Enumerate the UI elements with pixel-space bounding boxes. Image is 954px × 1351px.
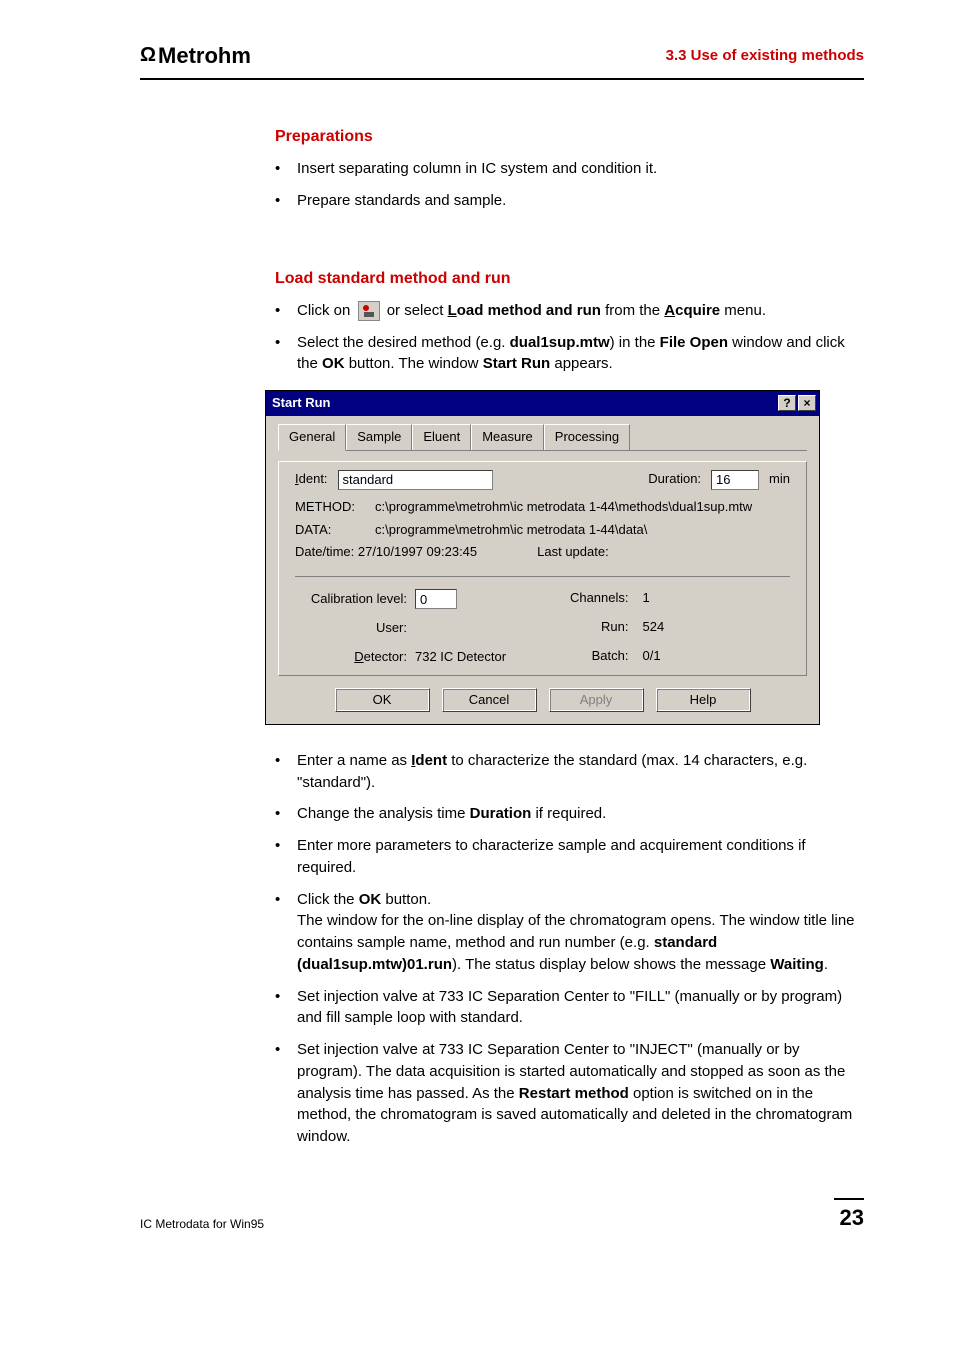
tab-processing[interactable]: Processing: [544, 424, 630, 450]
detector-label: Detector:: [295, 648, 415, 667]
method-label: METHOD:: [295, 498, 375, 517]
apply-button[interactable]: Apply: [549, 688, 644, 712]
button-name: OK: [359, 891, 382, 908]
list-item: Enter a name as Ident to characterize th…: [275, 750, 864, 794]
text: Enter a name as: [297, 752, 411, 769]
text: Click on: [297, 302, 355, 319]
button-name: OK: [322, 355, 345, 372]
data-label: DATA:: [295, 521, 375, 540]
last-update-label: Last update:: [537, 543, 609, 562]
help-button[interactable]: Help: [656, 688, 751, 712]
run-label: Run:: [563, 618, 643, 637]
page-footer: IC Metrodata for Win95 23: [140, 1198, 864, 1234]
text: menu.: [720, 302, 766, 319]
tab-sample[interactable]: Sample: [346, 424, 412, 450]
text: appears.: [550, 355, 613, 372]
user-label: User:: [295, 619, 415, 638]
list-item: Set injection valve at 733 IC Separation…: [275, 1039, 864, 1148]
list-item: Change the analysis time Duration if req…: [275, 803, 864, 825]
logo: ΩMetrohm: [140, 40, 251, 72]
duration-input[interactable]: [711, 470, 759, 490]
list-item: Click the OK button. The window for the …: [275, 889, 864, 976]
filename: dual1sup.mtw: [510, 334, 610, 351]
menu-text: cquire: [675, 302, 720, 319]
data-path: c:\programme\metrohm\ic metrodata 1-44\d…: [375, 521, 647, 540]
load-method-heading: Load standard method and run: [275, 267, 864, 290]
footer-text: IC Metrodata for Win95: [140, 1216, 264, 1233]
text: The window for the on-line display of th…: [297, 912, 855, 951]
batch-value: 0/1: [643, 647, 661, 666]
text: or select: [383, 302, 448, 319]
tab-general[interactable]: General: [278, 424, 346, 451]
text: button. The window: [345, 355, 483, 372]
text: button.: [381, 891, 431, 908]
preparations-list: Insert separating column in IC system an…: [275, 158, 864, 212]
ident-label: Ident:: [295, 470, 328, 489]
duration-unit: min: [769, 470, 790, 489]
text: Change the analysis time: [297, 805, 470, 822]
datetime-value: 27/10/1997 09:23:45: [358, 544, 477, 559]
channels-value: 1: [643, 589, 650, 608]
list-item: Click on or select Load method and run f…: [275, 300, 864, 322]
method-path: c:\programme\metrohm\ic metrodata 1-44\m…: [375, 498, 752, 517]
logo-omega-icon: Ω: [140, 41, 156, 70]
list-item: Enter more parameters to characterize sa…: [275, 835, 864, 879]
text: from the: [601, 302, 664, 319]
dialog-title: Start Run: [272, 394, 331, 413]
datetime-label: Date/time:: [295, 544, 358, 559]
menu-item-text: oad method and run: [457, 302, 601, 319]
channels-label: Channels:: [563, 589, 643, 608]
text: .: [824, 956, 828, 973]
help-button[interactable]: ?: [778, 395, 796, 411]
detector-value: 732 IC Detector: [415, 648, 506, 667]
list-item: Set injection valve at 733 IC Separation…: [275, 986, 864, 1030]
list-item: Prepare standards and sample.: [275, 190, 864, 212]
list-item: Select the desired method (e.g. dual1sup…: [275, 332, 864, 376]
tabs: General Sample Eluent Measure Processing: [278, 424, 807, 451]
section-ref: 3.3 Use of existing methods: [666, 45, 864, 67]
calib-label: Calibration level:: [295, 590, 415, 609]
tab-eluent[interactable]: Eluent: [412, 424, 471, 450]
text: if required.: [531, 805, 606, 822]
text: Select the desired method (e.g.: [297, 334, 510, 351]
after-dialog-list: Enter a name as Ident to characterize th…: [275, 750, 864, 1148]
load-run-toolbar-icon: [358, 301, 380, 321]
load-method-list: Click on or select Load method and run f…: [275, 300, 864, 375]
page-header: ΩMetrohm 3.3 Use of existing methods: [140, 40, 864, 80]
batch-label: Batch:: [563, 647, 643, 666]
list-item: Insert separating column in IC system an…: [275, 158, 864, 180]
status-name: Waiting: [770, 956, 824, 973]
tab-measure[interactable]: Measure: [471, 424, 544, 450]
close-button[interactable]: ×: [798, 395, 816, 411]
option-name: Restart method: [519, 1085, 629, 1102]
dialog-titlebar: Start Run ? ×: [266, 391, 819, 416]
run-value: 524: [643, 618, 665, 637]
ident-input[interactable]: [338, 470, 493, 490]
window-name: Start Run: [483, 355, 551, 372]
text: Click the: [297, 891, 359, 908]
text: ) in the: [610, 334, 660, 351]
calib-level-input[interactable]: [415, 589, 457, 609]
field-name: Duration: [470, 805, 532, 822]
window-name: File Open: [660, 334, 728, 351]
general-panel: Ident: Duration: min METHOD:c:\programme…: [278, 461, 807, 676]
duration-label: Duration:: [648, 470, 701, 489]
logo-text: Metrohm: [158, 40, 251, 72]
page-number: 23: [834, 1198, 864, 1234]
ok-button[interactable]: OK: [335, 688, 430, 712]
preparations-heading: Preparations: [275, 125, 864, 148]
start-run-dialog: Start Run ? × General Sample Eluent Meas…: [265, 390, 820, 725]
text: ). The status display below shows the me…: [452, 956, 770, 973]
cancel-button[interactable]: Cancel: [442, 688, 537, 712]
